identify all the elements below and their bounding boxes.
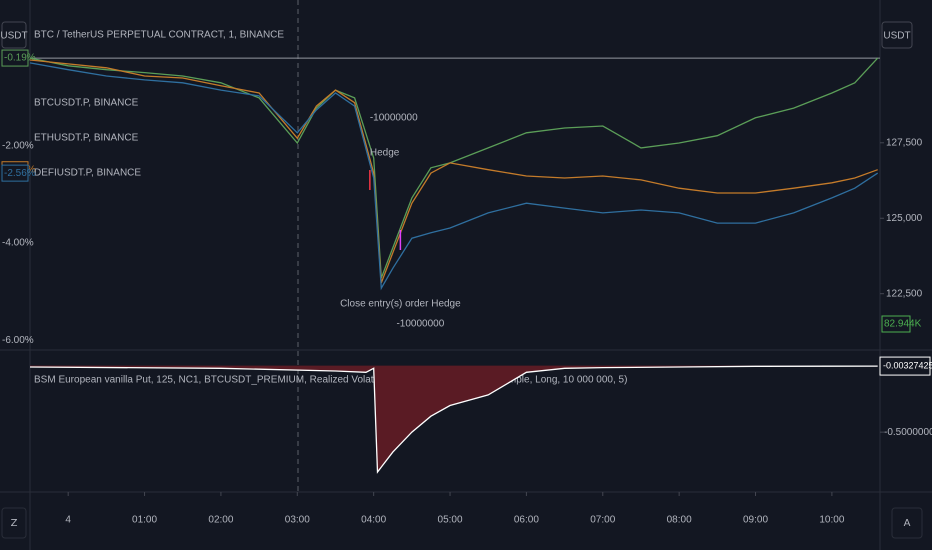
last-value-badge: [1, 164, 29, 182]
series-line: [29, 57, 879, 279]
y2-tick-label: 122,500: [886, 288, 923, 299]
x-tick-label: 07:00: [590, 515, 615, 526]
last-value-label: -2.56%: [4, 168, 36, 179]
last-value-badge: [1, 49, 29, 67]
last-value-label: -0.19%: [4, 53, 36, 64]
x-tick-label: 02:00: [208, 515, 233, 526]
last-value-badge: [879, 356, 931, 376]
trade-label: Close entry(s) order Hedge: [340, 299, 461, 310]
trade-label: -10000000: [370, 113, 418, 124]
x-tick-label: 06:00: [514, 515, 539, 526]
legend-entry: DEFIUSDT.P, BINANCE: [34, 168, 141, 179]
series-line: [29, 62, 879, 291]
indicator-line: [29, 365, 878, 474]
x-tick-label: 09:00: [743, 515, 768, 526]
legend-entry: BTCUSDT.P, BINANCE: [34, 98, 139, 109]
y-tick-label: -4.00%: [2, 238, 34, 249]
indicator-title: BSM European vanilla Put, 125, NC1, BTCU…: [34, 375, 627, 386]
auto-button[interactable]: [891, 507, 923, 539]
x-tick-label: 05:00: [438, 515, 463, 526]
volume-badge: [881, 315, 911, 333]
y2-tick-label: 127,500: [886, 137, 923, 148]
y-tick-label: -6.00%: [2, 335, 34, 346]
chart-title: BTC / TetherUS PERPETUAL CONTRACT, 1, BI…: [34, 30, 284, 41]
series-line: [29, 59, 878, 284]
zoom-button[interactable]: [1, 507, 27, 539]
x-tick-label: 04:00: [361, 515, 386, 526]
area-fill: [30, 365, 878, 472]
trade-label: -10000000: [396, 319, 444, 330]
last-value-label: -0.00327425006: [883, 360, 932, 370]
trade-label: Hedge: [370, 148, 400, 159]
x-tick-label: 03:00: [285, 515, 310, 526]
y2-tick-label: 125,000: [886, 213, 923, 224]
y-tick-label: -2.00%: [2, 141, 34, 152]
legend-entry: ETHUSDT.P, BINANCE: [34, 133, 139, 144]
zoom-button-label[interactable]: Z: [11, 518, 18, 529]
x-tick-label: 01:00: [132, 515, 157, 526]
currency-right[interactable]: USDT: [883, 31, 910, 42]
currency-button[interactable]: [881, 21, 913, 49]
currency-left[interactable]: USDT: [0, 31, 27, 42]
x-tick-label: 08:00: [667, 515, 692, 526]
volume-label: 82.944K: [884, 319, 922, 330]
currency-button[interactable]: [1, 21, 27, 49]
x-tick-label: 4: [65, 515, 71, 526]
auto-button-label[interactable]: A: [904, 518, 911, 529]
x-tick-label: 10:00: [819, 515, 844, 526]
y-tick-label: -0.500000000: [884, 427, 932, 438]
